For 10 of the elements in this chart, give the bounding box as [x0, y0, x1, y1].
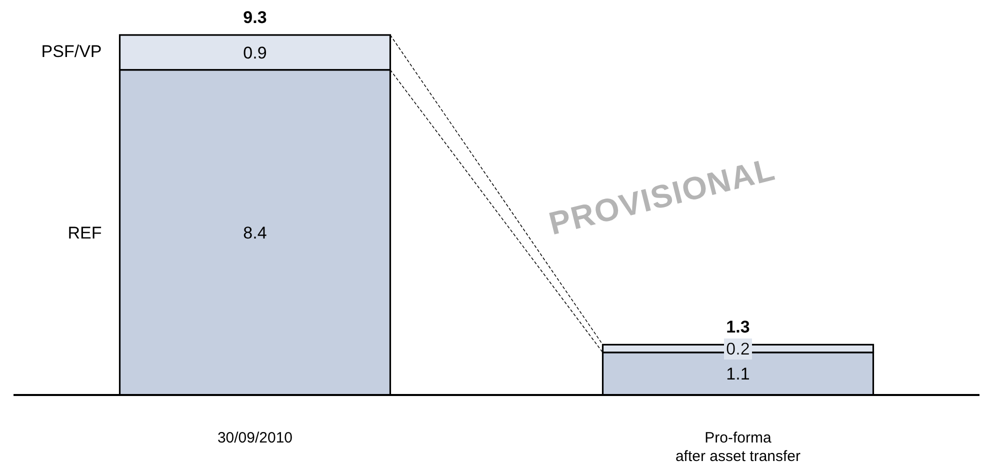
data-label: 1.1 [726, 364, 750, 384]
total-label: 9.3 [243, 8, 267, 27]
data-label: 0.9 [243, 43, 267, 62]
data-label: 0.2 [726, 340, 750, 358]
series-label: REF [68, 223, 102, 242]
data-label: 8.4 [243, 223, 267, 242]
series-label: PSF/VP [41, 42, 102, 61]
x-tick-label: 30/09/2010 [217, 429, 293, 446]
x-tick-label: Pro-forma after asset transfer [675, 429, 801, 465]
total-label: 1.3 [726, 318, 750, 337]
